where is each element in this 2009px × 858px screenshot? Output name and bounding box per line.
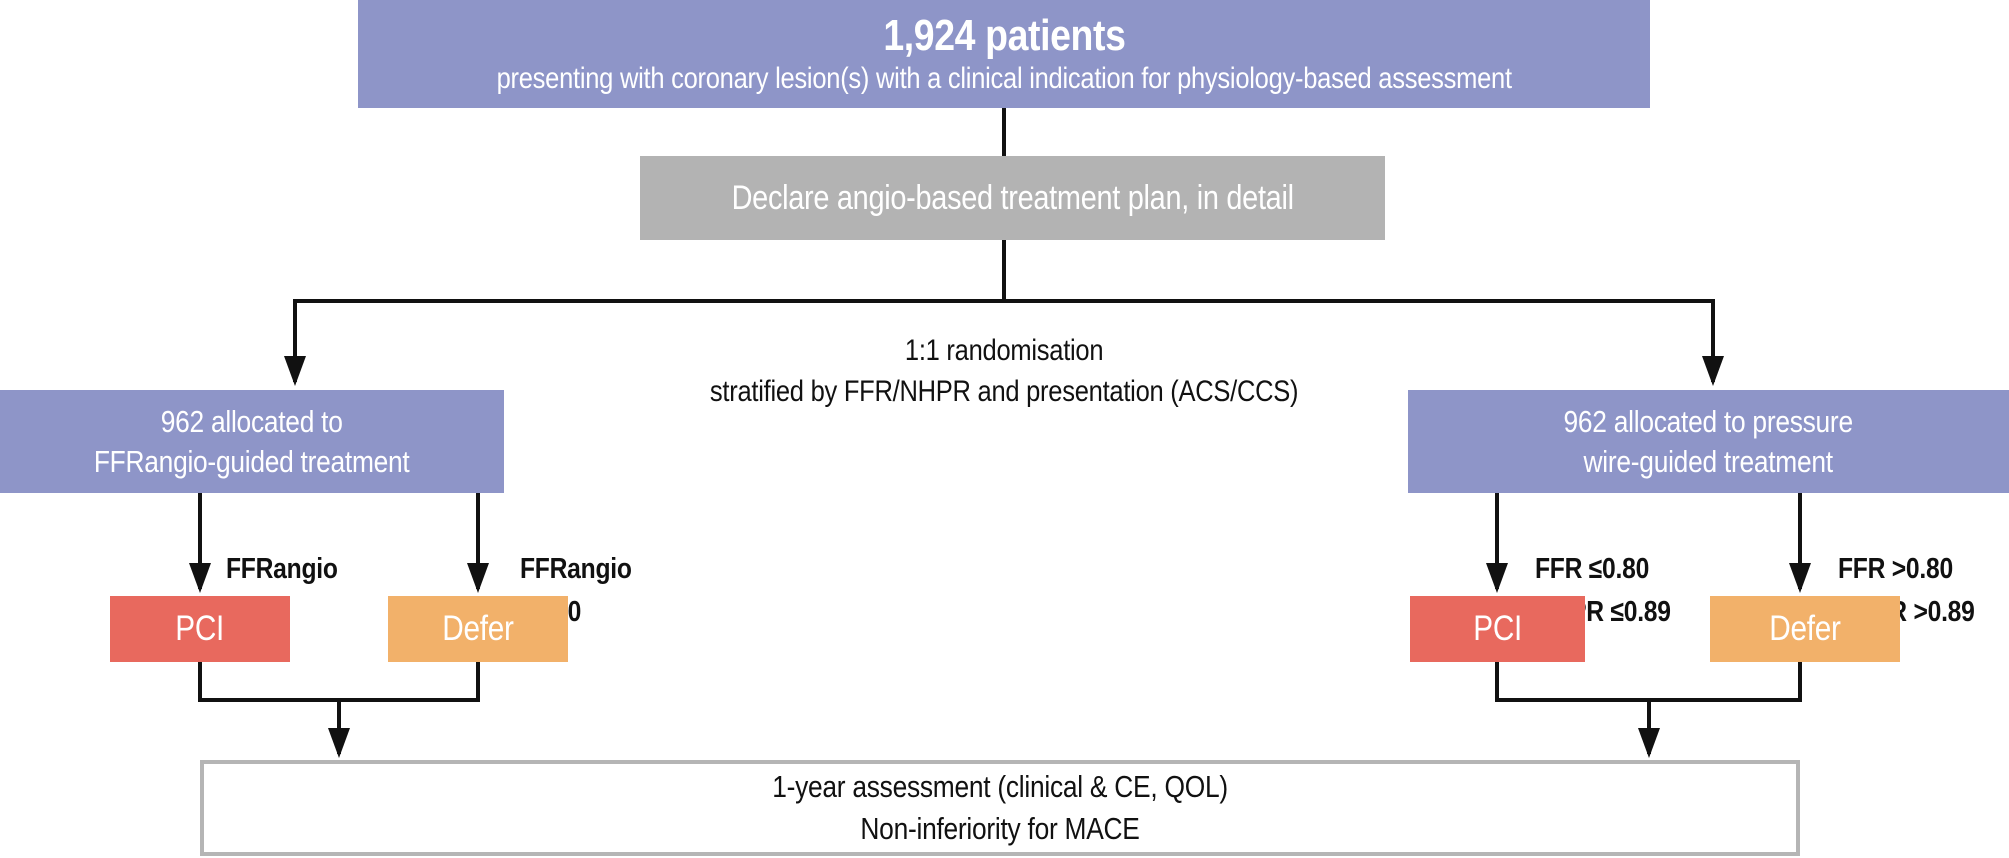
- right-allocation-box: 962 allocated to pressure wire-guided tr…: [1408, 390, 2009, 493]
- right-pci-box: PCI: [1410, 596, 1585, 662]
- right-defer-box: Defer: [1710, 596, 1900, 662]
- declare-plan-box: Declare angio-based treatment plan, in d…: [640, 156, 1385, 240]
- enrolment-description: presenting with coronary lesion(s) with …: [496, 62, 1512, 96]
- assessment-line1: 1-year assessment (clinical & CE, QOL): [772, 769, 1228, 804]
- declare-plan-label: Declare angio-based treatment plan, in d…: [731, 178, 1294, 217]
- assessment-box: 1-year assessment (clinical & CE, QOL) N…: [200, 760, 1800, 856]
- connector-right-merge: [1495, 662, 1802, 702]
- enrolment-box: 1,924 patients presenting with coronary …: [358, 0, 1650, 108]
- left-allocation-label: 962 allocated to FFRangio-guided treatme…: [94, 403, 410, 479]
- randomisation-note: 1:1 randomisation stratified by FFR/NHPR…: [504, 330, 1504, 412]
- left-pci-box: PCI: [110, 596, 290, 662]
- randomisation-line2: stratified by FFR/NHPR and presentation …: [709, 375, 1299, 408]
- randomisation-line1: 1:1 randomisation: [904, 334, 1104, 367]
- left-defer-box: Defer: [388, 596, 568, 662]
- right-allocation-label: 962 allocated to pressure wire-guided tr…: [1563, 403, 1854, 479]
- assessment-line2: Non-inferiority for MACE: [860, 811, 1140, 846]
- patient-count: 1,924 patients: [882, 10, 1126, 60]
- connector-left-merge: [198, 662, 480, 702]
- left-allocation-box: 962 allocated to FFRangio-guided treatme…: [0, 390, 504, 493]
